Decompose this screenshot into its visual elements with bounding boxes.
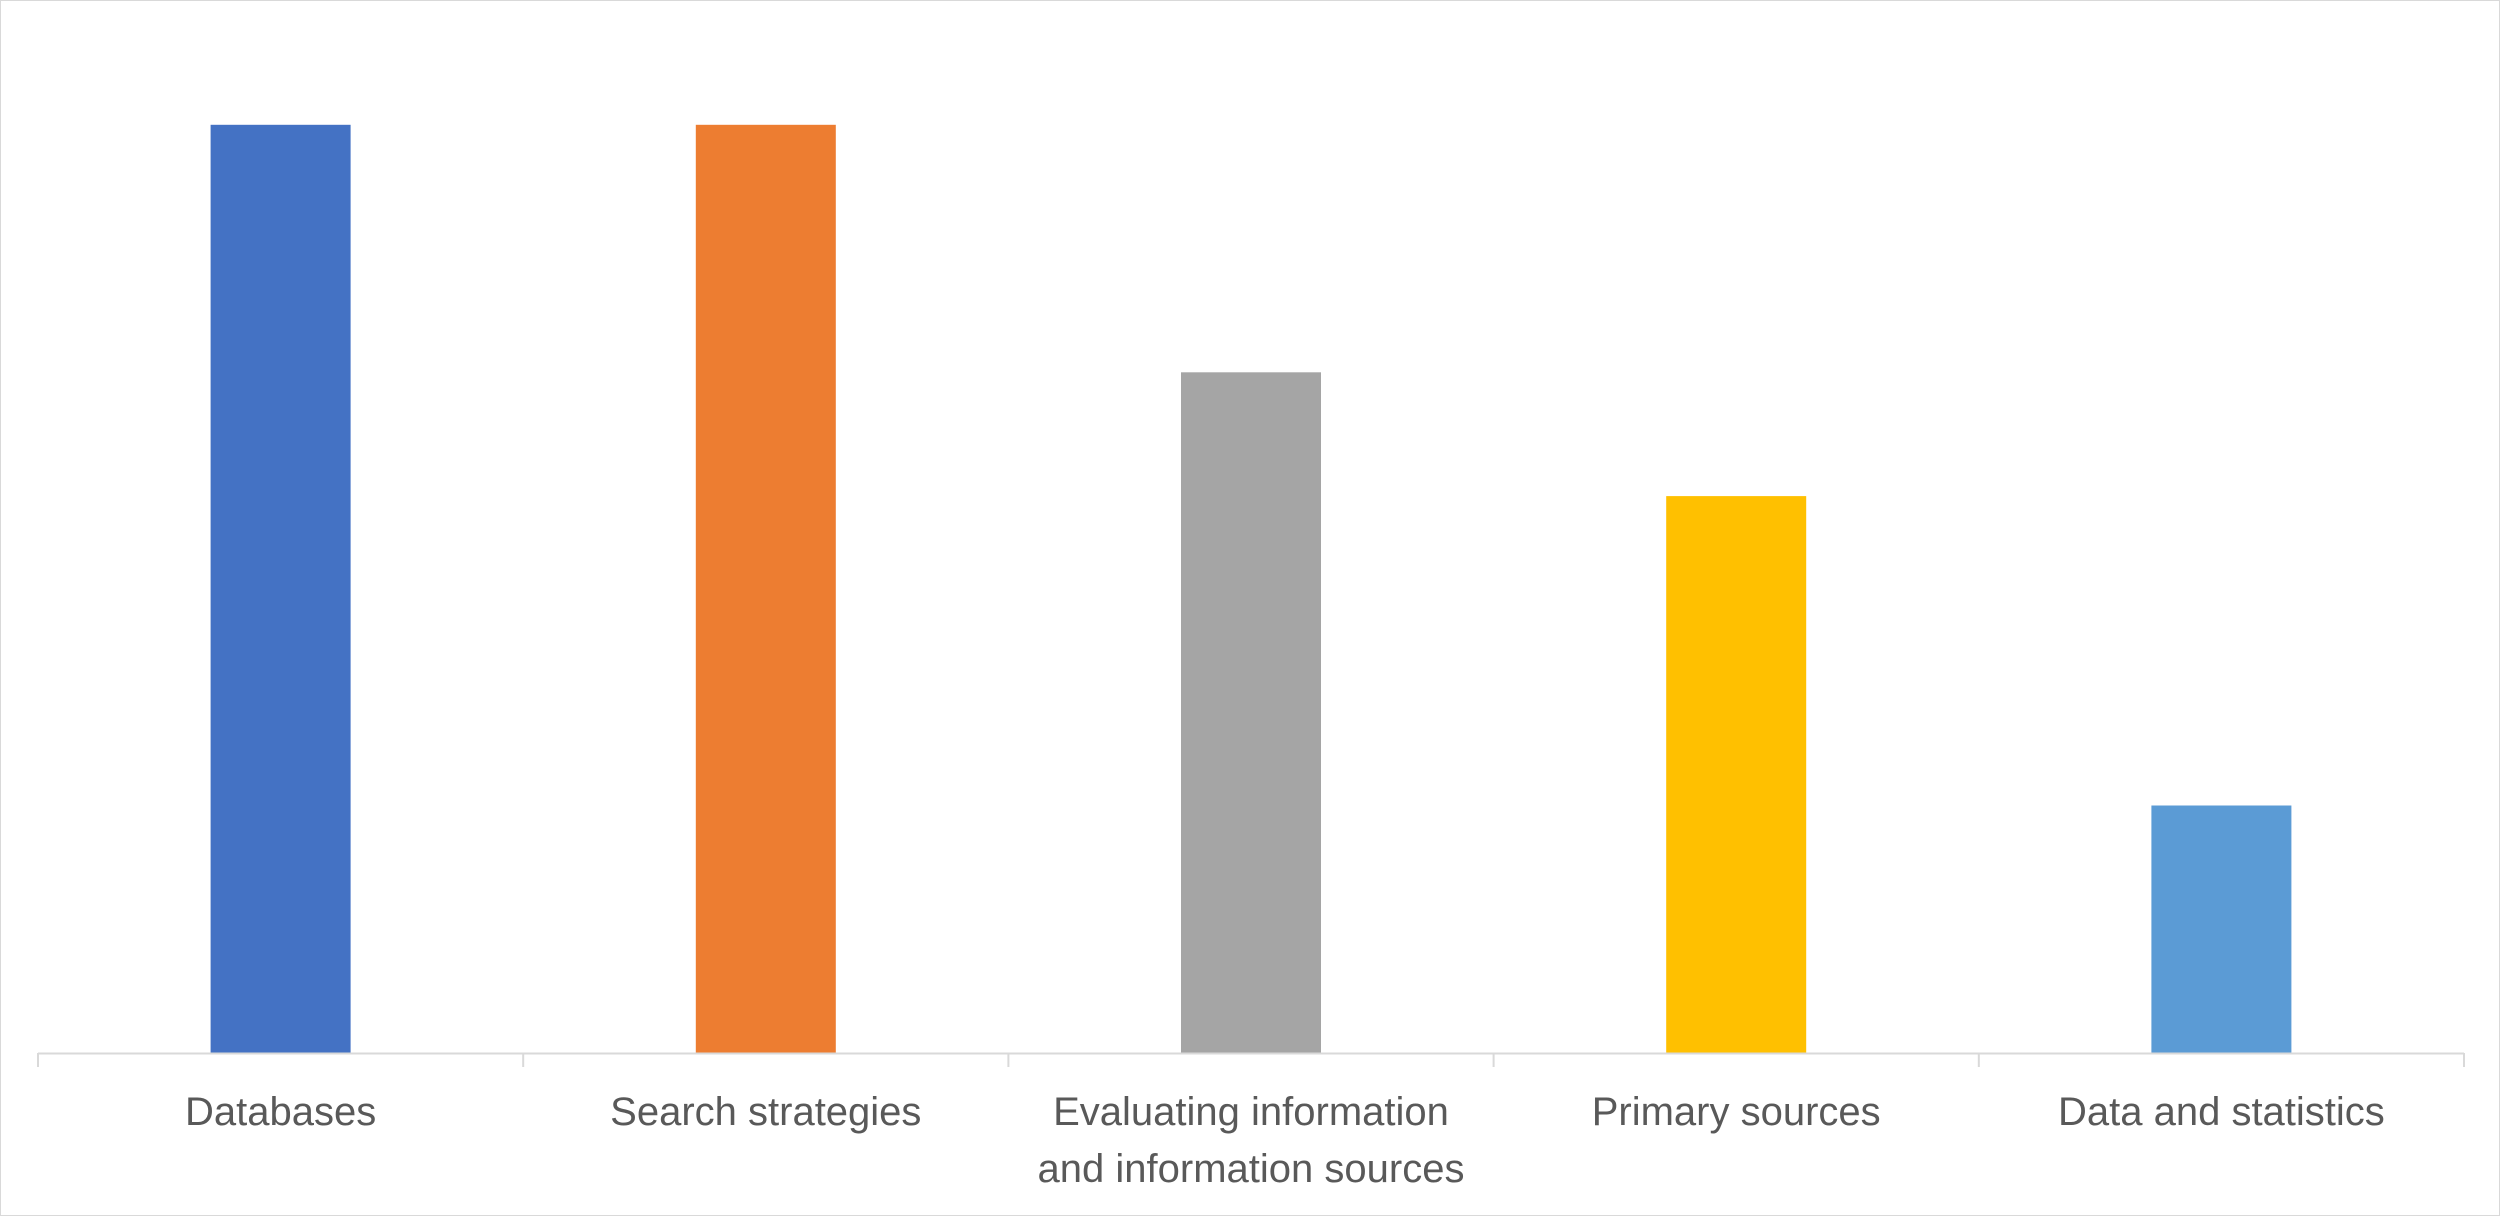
bar-2 [695,124,836,1054]
bar-3 [1181,372,1321,1053]
category-label-line: Databases [185,1090,376,1134]
bar-4 [1666,496,1807,1054]
x-axis [37,1052,2465,1067]
category-label-2: Search strategies [610,1090,921,1134]
category-label-line: Primary sources [1592,1090,1881,1134]
category-label-line: Evaluating information [1053,1090,1449,1134]
bar-1 [210,124,351,1054]
category-labels: Databases Search strategies Evaluating inf… [185,1090,2385,1191]
category-label-3: Evaluating information and information so… [1038,1090,1465,1191]
category-label-5: Data and statistics [2058,1090,2385,1134]
category-label-line: and information sources [1038,1147,1465,1191]
bars-layer [210,124,2292,1054]
category-label-1: Databases [185,1090,376,1134]
category-label-4: Primary sources [1592,1090,1881,1134]
category-label-line: Search strategies [610,1090,921,1134]
bar-5 [2151,805,2292,1053]
category-label-line: Data and statistics [2058,1090,2385,1134]
